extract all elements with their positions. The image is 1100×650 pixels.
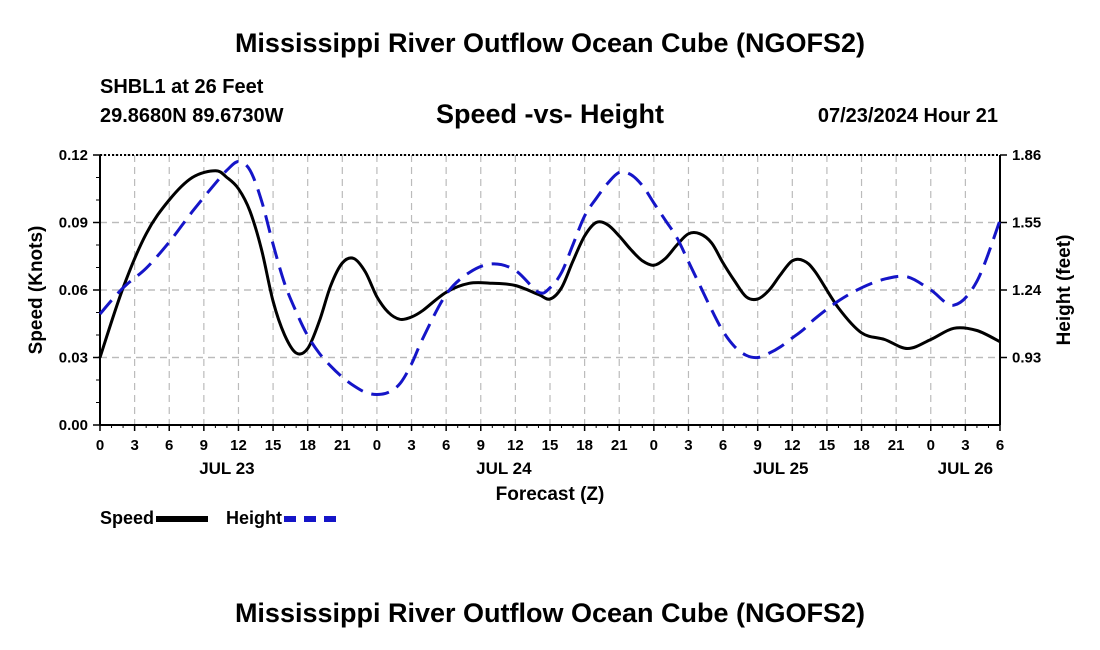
x-tick-label: 6 xyxy=(442,437,450,454)
x-tick-label: 0 xyxy=(650,437,658,454)
chart-subtitle: Speed -vs- Height xyxy=(435,99,665,129)
x-tick-label: 6 xyxy=(996,437,1004,454)
legend-speed-swatch xyxy=(156,515,209,522)
height-series-line xyxy=(98,160,1002,396)
x-tick-label: 15 xyxy=(265,437,282,454)
legend-item-speed: Speed xyxy=(100,508,209,529)
x-tick-label: 6 xyxy=(719,437,727,454)
y-tick-label-left: 0.00 xyxy=(59,417,88,434)
x-tick-label: 3 xyxy=(130,437,138,454)
x-tick-label: 12 xyxy=(230,437,247,454)
y-tick-label-left: 0.06 xyxy=(59,282,88,299)
y-tick-label-right: 0.93 xyxy=(1012,350,1041,367)
x-tick-label: 18 xyxy=(853,437,870,454)
x-tick-label: 0 xyxy=(373,437,381,454)
x-tick-label: 9 xyxy=(754,437,762,454)
x-tick-label: 0 xyxy=(96,437,104,454)
x-tick-label: 15 xyxy=(542,437,559,454)
legend: Speed Height xyxy=(100,508,354,529)
legend-height-label: Height xyxy=(226,508,283,528)
y-tick-label-left: 0.03 xyxy=(59,350,88,367)
legend-item-height: Height xyxy=(226,508,337,529)
x-tick-label: 3 xyxy=(961,437,969,454)
x-tick-label: 9 xyxy=(477,437,485,454)
x-tick-label: 21 xyxy=(888,437,905,454)
x-tick-label: 12 xyxy=(507,437,524,454)
y-tick-label-right: 1.24 xyxy=(1012,282,1042,299)
footer-chart-title: Mississippi River Outflow Ocean Cube (NG… xyxy=(234,598,866,628)
x-date-label: JUL 25 xyxy=(753,459,808,478)
x-tick-label: 6 xyxy=(165,437,173,454)
speed-series-line xyxy=(98,169,1001,358)
forecast-run-time: 07/23/2024 Hour 21 xyxy=(817,105,998,127)
x-date-label: JUL 23 xyxy=(199,459,254,478)
chart-title: Mississippi River Outflow Ocean Cube (NG… xyxy=(234,28,866,58)
y-axis-label-left: Speed (Knots) xyxy=(26,226,47,355)
x-tick-label: 3 xyxy=(684,437,692,454)
x-tick-label: 9 xyxy=(200,437,208,454)
x-tick-label: 15 xyxy=(819,437,836,454)
y-tick-label-right: 1.86 xyxy=(1012,147,1041,164)
x-tick-label: 12 xyxy=(784,437,801,454)
y-tick-label-left: 0.12 xyxy=(59,147,88,164)
x-tick-label: 18 xyxy=(299,437,316,454)
x-axis-label: Forecast (Z) xyxy=(496,484,605,505)
x-tick-label: 0 xyxy=(927,437,935,454)
y-axis-label-right: Height (feet) xyxy=(1054,235,1075,346)
x-date-label: JUL 24 xyxy=(476,459,532,478)
legend-speed-label: Speed xyxy=(100,508,155,528)
x-tick-label: 3 xyxy=(407,437,415,454)
x-tick-label: 18 xyxy=(576,437,593,454)
y-tick-label-left: 0.09 xyxy=(59,215,88,232)
station-label: SHBL1 at 26 Feet xyxy=(100,76,264,98)
x-tick-label: 21 xyxy=(334,437,351,454)
x-tick-label: 21 xyxy=(611,437,628,454)
y-tick-label-right: 1.55 xyxy=(1012,215,1041,232)
station-coordinates: 29.8680N 89.6730W xyxy=(100,105,284,127)
legend-height-swatch xyxy=(284,515,337,522)
x-date-label: JUL 26 xyxy=(938,459,993,478)
